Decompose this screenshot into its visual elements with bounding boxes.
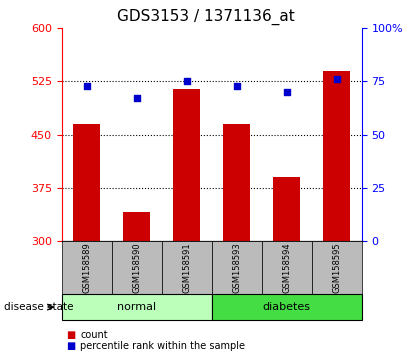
Point xyxy=(233,83,240,88)
Text: GDS3153 / 1371136_at: GDS3153 / 1371136_at xyxy=(117,9,294,25)
Bar xyxy=(312,241,362,294)
Bar xyxy=(323,71,351,241)
Text: percentile rank within the sample: percentile rank within the sample xyxy=(80,341,245,351)
Text: GSM158591: GSM158591 xyxy=(182,242,191,293)
Text: normal: normal xyxy=(117,302,156,312)
Bar xyxy=(173,88,201,241)
Text: GSM158589: GSM158589 xyxy=(82,242,91,293)
Bar xyxy=(123,212,150,241)
Bar xyxy=(62,294,212,320)
Bar xyxy=(262,241,312,294)
Point xyxy=(333,76,340,82)
Bar xyxy=(212,241,262,294)
Point xyxy=(133,96,140,101)
Text: GSM158595: GSM158595 xyxy=(332,242,341,293)
Bar xyxy=(223,124,250,241)
Text: disease state: disease state xyxy=(4,302,74,312)
Bar xyxy=(273,177,300,241)
Point xyxy=(183,79,190,84)
Bar xyxy=(162,241,212,294)
Text: GSM158593: GSM158593 xyxy=(232,242,241,293)
Text: count: count xyxy=(80,330,108,339)
Text: GSM158590: GSM158590 xyxy=(132,242,141,293)
Bar xyxy=(73,124,100,241)
Text: diabetes: diabetes xyxy=(263,302,311,312)
Point xyxy=(83,83,90,88)
Text: GSM158594: GSM158594 xyxy=(282,242,291,293)
Bar xyxy=(62,241,112,294)
Point xyxy=(283,89,290,95)
Text: ■: ■ xyxy=(66,341,75,351)
Bar xyxy=(212,294,362,320)
Bar xyxy=(112,241,162,294)
Text: ■: ■ xyxy=(66,330,75,339)
